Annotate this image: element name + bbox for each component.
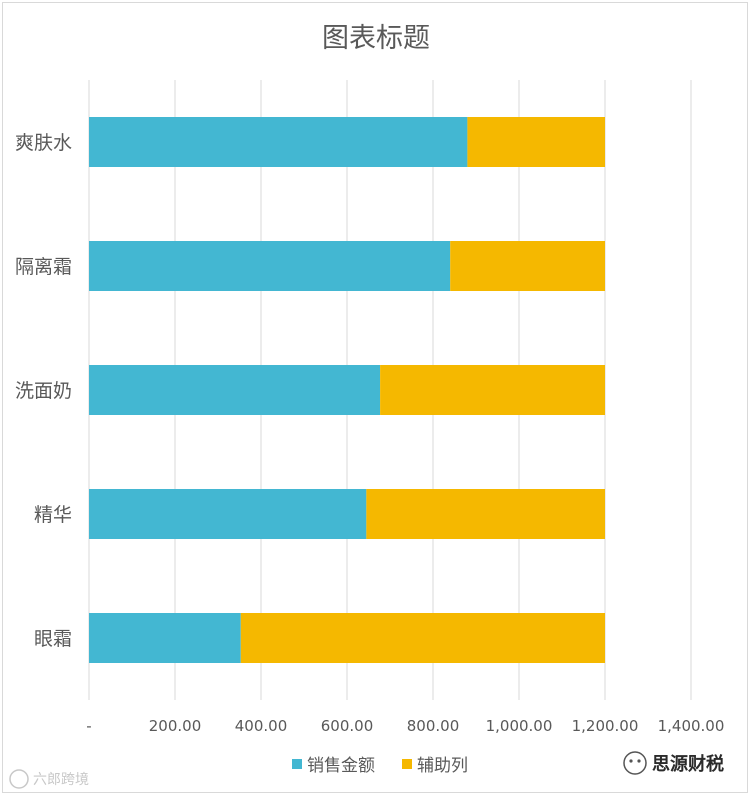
bar-洗面奶-销售金额 [89, 365, 381, 415]
legend-swatch-1 [402, 759, 412, 769]
wechat-icon-eye-right [637, 759, 641, 763]
legend: 销售金额 辅助列 [292, 756, 468, 776]
x-tick-label-1: 200.00 [149, 717, 202, 735]
x-tick-labels: - 200.00 400.00 600.00 800.00 1,000.00 1,200.0… [86, 717, 724, 735]
wechat-icon-eye-left [629, 759, 633, 763]
legend-label-0: 销售金额 [307, 756, 375, 776]
category-label-3: 精华 [34, 504, 72, 526]
legend-swatch-0 [292, 759, 302, 769]
x-tick-label-2: 400.00 [235, 717, 288, 735]
watermark-left: 六郎跨境 [9, 769, 89, 789]
watermark-left-logo-icon [9, 769, 29, 789]
bar-爽肤水-销售金额 [89, 117, 468, 167]
x-tick-label-6: 1,200.00 [572, 717, 639, 735]
watermark-right-text: 思源财税 [652, 753, 724, 775]
x-tick-label-5: 1,000.00 [486, 717, 553, 735]
category-label-0: 爽肤水 [15, 132, 72, 154]
bar-爽肤水-辅助列 [467, 117, 605, 167]
bar-隔离霜-销售金额 [89, 241, 451, 291]
watermark-right: 思源财税 [623, 751, 724, 775]
x-tick-label-0: - [86, 717, 91, 735]
x-tick-label-3: 600.00 [321, 717, 374, 735]
bars [89, 117, 606, 663]
x-tick-label-4: 800.00 [407, 717, 460, 735]
bar-隔离霜-辅助列 [450, 241, 605, 291]
bar-精华-销售金额 [89, 489, 367, 539]
category-label-4: 眼霜 [34, 628, 72, 650]
watermark-left-text: 六郎跨境 [33, 772, 89, 788]
bar-眼霜-辅助列 [240, 613, 606, 663]
bar-眼霜-销售金额 [89, 613, 241, 663]
bar-洗面奶-辅助列 [380, 365, 605, 415]
x-tick-label-7: 1,400.00 [658, 717, 725, 735]
wechat-icon [623, 751, 647, 775]
category-label-1: 隔离霜 [15, 256, 72, 278]
chart-title: 图表标题 [322, 23, 430, 54]
legend-label-1: 辅助列 [417, 756, 468, 776]
category-label-2: 洗面奶 [15, 380, 72, 402]
bar-精华-辅助列 [366, 489, 605, 539]
